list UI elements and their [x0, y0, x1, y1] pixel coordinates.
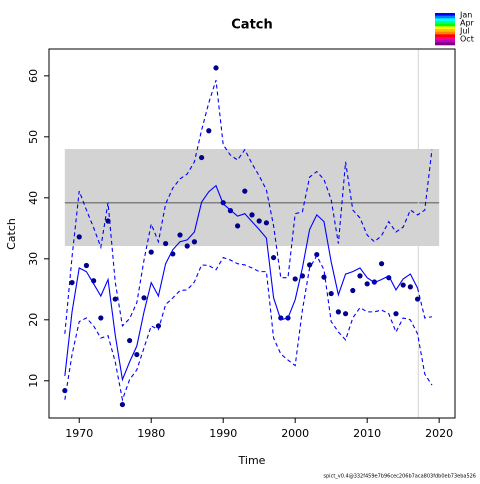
x-tick-label: 2020 — [425, 427, 453, 440]
legend-swatch — [435, 31, 455, 35]
data-point — [134, 351, 140, 358]
data-point — [350, 287, 356, 294]
legend-label: Apr — [460, 19, 475, 28]
data-point — [148, 249, 154, 255]
legend-swatch — [435, 39, 455, 43]
legend-swatch — [435, 21, 455, 24]
data-point — [357, 273, 363, 279]
dashed-line — [417, 287, 433, 319]
legend-label: Jan — [459, 11, 472, 20]
data-point — [328, 290, 334, 297]
footer: spict_v0.4@332f459e7b96cec206b7aca803fdb… — [323, 474, 476, 480]
data-point — [378, 261, 385, 267]
data-point — [69, 279, 75, 286]
y-tick-label: 10 — [27, 374, 40, 388]
legend-swatch — [435, 29, 455, 32]
legend-swatch — [435, 18, 455, 22]
data-point — [119, 401, 126, 408]
y-tick-label: 60 — [27, 69, 40, 83]
y-tick-label: 40 — [27, 191, 40, 205]
legend-swatch — [435, 34, 455, 38]
data-point — [177, 232, 183, 238]
data-point — [76, 234, 82, 240]
legend-label: Jul — [459, 27, 470, 36]
data-point — [364, 281, 370, 287]
data-point — [206, 128, 212, 134]
data-point — [191, 239, 198, 245]
y-tick-label: 30 — [27, 252, 40, 266]
data-point — [249, 212, 255, 218]
data-point — [213, 65, 219, 71]
band — [64, 149, 440, 247]
data-point — [199, 154, 205, 161]
chart-title: Catch — [231, 18, 273, 33]
data-point — [155, 323, 162, 329]
data-point — [314, 251, 320, 258]
x-tick-label: 1980 — [137, 427, 165, 440]
x-tick-label: 2000 — [281, 427, 309, 440]
data-point — [235, 223, 241, 229]
data-point — [321, 274, 327, 280]
plot-frame — [48, 48, 456, 419]
data-point — [112, 296, 118, 302]
x-axis-label: Time — [238, 454, 266, 467]
data-point — [256, 218, 262, 224]
dashed-line — [64, 254, 433, 402]
legend-label: Oct — [460, 35, 474, 44]
legend-swatch — [435, 37, 455, 40]
data-point — [242, 188, 248, 194]
data-point — [127, 337, 133, 344]
data-point — [141, 295, 147, 301]
data-point — [292, 276, 298, 282]
data-point — [400, 282, 406, 288]
data-point — [83, 262, 90, 269]
data-point — [270, 254, 277, 261]
legend-swatch — [435, 23, 455, 27]
data-point — [98, 315, 104, 321]
legend-swatch — [435, 13, 455, 16]
data-point — [306, 262, 313, 268]
data-point — [414, 296, 421, 302]
y-axis-label: Catch — [5, 218, 18, 250]
data-point — [393, 311, 399, 317]
x-tick-label: 1990 — [209, 427, 237, 440]
x-tick-label: 1970 — [65, 427, 93, 440]
legend-swatch — [435, 15, 455, 19]
y-tick-label: 50 — [27, 130, 40, 144]
data-point — [184, 243, 190, 249]
legend-swatch — [435, 42, 455, 46]
data-point — [335, 309, 341, 315]
y-tick-label: 20 — [27, 313, 40, 327]
data-point — [407, 284, 413, 290]
data-point — [263, 220, 269, 226]
data-point — [163, 240, 169, 247]
legend-swatch — [435, 26, 455, 30]
x-tick-label: 2010 — [353, 427, 381, 440]
line — [64, 184, 419, 382]
data-point — [342, 311, 349, 317]
